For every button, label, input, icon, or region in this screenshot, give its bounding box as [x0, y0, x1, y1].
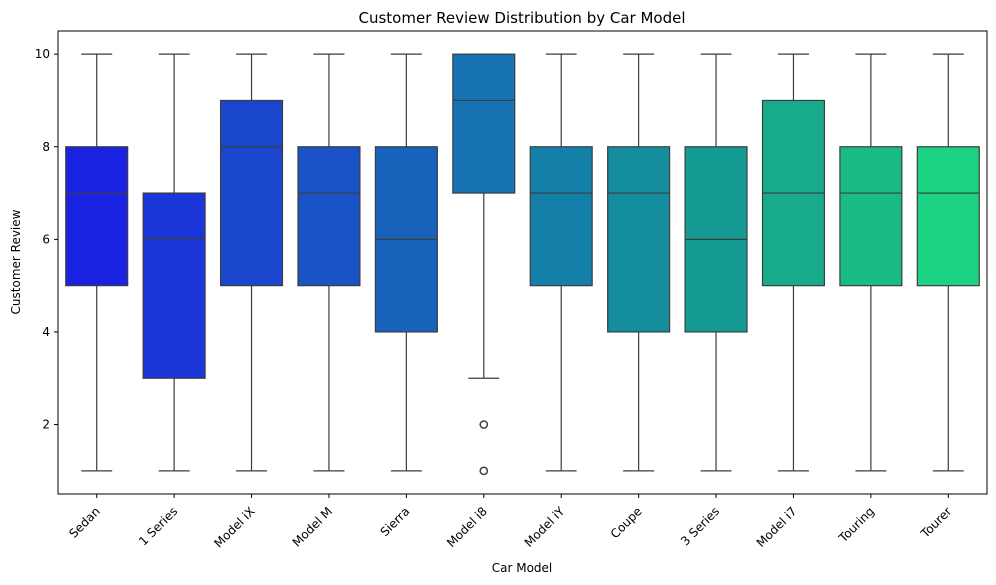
box-sedan [65, 146, 129, 287]
y-tick-label: 2 [42, 418, 50, 432]
box-touring [839, 146, 903, 287]
x-tick-label: Coupe [608, 504, 645, 541]
box-coupe [607, 146, 671, 333]
outlier-point [479, 420, 489, 429]
box-tourer [916, 146, 980, 287]
x-tick-label: Tourer [917, 504, 954, 541]
box-model-i8 [452, 53, 516, 194]
chart-title: Customer Review Distribution by Car Mode… [359, 9, 686, 27]
x-tick-label: 3 Series [678, 504, 722, 548]
y-tick-label: 8 [42, 140, 50, 154]
x-tick-label: Touring [835, 504, 877, 546]
y-tick-label: 6 [42, 232, 50, 246]
x-tick-label: Model i8 [444, 504, 490, 550]
box-model-m [297, 146, 361, 287]
y-axis-label: Customer Review [9, 209, 23, 314]
plot-frame [57, 30, 988, 495]
plot-area: 2 4 6 8 10 Sedan 1 Series Model iX Model M Sierra… [35, 30, 988, 550]
x-tick-label: Model i7 [754, 504, 800, 550]
x-tick-label: Model iY [522, 504, 568, 550]
y-tick-label: 4 [42, 325, 50, 339]
x-tick-label: Model M [290, 504, 335, 549]
box-1-series [142, 192, 206, 379]
x-tick-label: 1 Series [136, 504, 180, 548]
box-model-ix [219, 99, 284, 287]
x-tick-label: Sierra [378, 504, 413, 539]
box-model-iy [529, 146, 593, 287]
y-tick-label: 10 [35, 47, 50, 61]
x-tick-label: Model iX [211, 504, 257, 550]
outlier-point [479, 466, 489, 476]
x-tick-label: Sedan [66, 504, 102, 540]
x-axis-label: Car Model [492, 561, 553, 575]
